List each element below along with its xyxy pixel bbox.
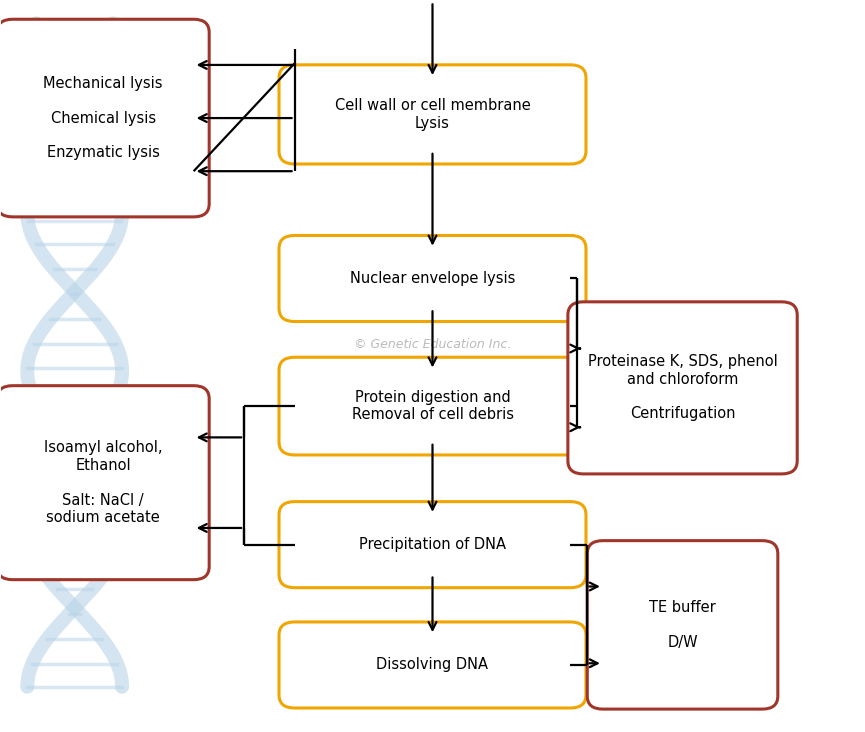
Text: Protein digestion and
Removal of cell debris: Protein digestion and Removal of cell de… — [351, 390, 514, 422]
Text: Dissolving DNA: Dissolving DNA — [376, 657, 489, 673]
Text: Proteinase K, SDS, phenol
and chloroform

Centrifugation: Proteinase K, SDS, phenol and chloroform… — [587, 354, 778, 422]
FancyBboxPatch shape — [567, 302, 798, 474]
Text: Nuclear envelope lysis: Nuclear envelope lysis — [349, 271, 516, 286]
Text: Mechanical lysis

Chemical lysis

Enzymatic lysis: Mechanical lysis Chemical lysis Enzymati… — [43, 76, 163, 160]
Text: Isoamyl alcohol,
Ethanol

Salt: NaCl /
sodium acetate: Isoamyl alcohol, Ethanol Salt: NaCl / so… — [44, 441, 163, 525]
Text: © Genetic Education Inc.: © Genetic Education Inc. — [354, 337, 511, 351]
Text: TE buffer

D/W: TE buffer D/W — [649, 600, 716, 650]
Text: Precipitation of DNA: Precipitation of DNA — [359, 537, 506, 552]
FancyBboxPatch shape — [279, 501, 586, 588]
FancyBboxPatch shape — [279, 65, 586, 164]
FancyBboxPatch shape — [279, 622, 586, 708]
FancyBboxPatch shape — [0, 19, 209, 217]
FancyBboxPatch shape — [0, 386, 209, 580]
FancyBboxPatch shape — [279, 236, 586, 321]
FancyBboxPatch shape — [279, 357, 586, 455]
FancyBboxPatch shape — [587, 541, 778, 709]
Text: Cell wall or cell membrane
Lysis: Cell wall or cell membrane Lysis — [335, 98, 530, 130]
